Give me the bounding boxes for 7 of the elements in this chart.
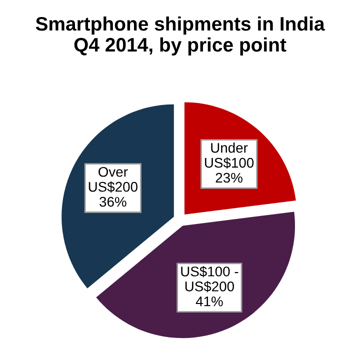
chart-title: Smartphone shipments in India Q4 2014, by price point <box>36 16 325 56</box>
data-label: 23% <box>216 172 242 183</box>
slice-label: US$100 - US$200 <box>181 266 238 292</box>
data-label: 41% <box>196 296 223 306</box>
slice-label: Over US$200 <box>88 166 138 193</box>
data-label: 36% <box>100 196 126 207</box>
slice-label: Under US$100 <box>205 142 254 169</box>
